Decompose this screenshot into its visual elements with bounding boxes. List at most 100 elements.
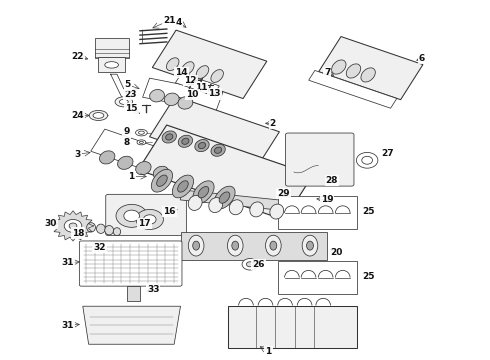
Ellipse shape [215,147,222,153]
Bar [98,57,125,72]
Bar [181,231,327,260]
Ellipse shape [198,186,209,198]
Ellipse shape [198,143,206,149]
Text: 19: 19 [321,195,333,204]
Ellipse shape [193,181,214,203]
Text: 3: 3 [75,150,81,159]
Ellipse shape [307,241,314,250]
Circle shape [136,210,163,229]
Ellipse shape [209,198,222,213]
Ellipse shape [219,192,230,203]
Ellipse shape [140,141,144,143]
Circle shape [64,220,82,232]
Bar [180,190,317,214]
Text: 21: 21 [163,16,175,25]
Circle shape [356,152,378,168]
Text: 14: 14 [175,68,188,77]
Ellipse shape [162,131,176,143]
Text: 28: 28 [326,176,338,185]
Ellipse shape [229,200,243,215]
Bar [318,37,423,100]
Text: 4: 4 [176,18,182,27]
Bar [91,129,187,179]
Text: 31: 31 [62,321,74,330]
Text: 1: 1 [128,172,135,181]
Text: 32: 32 [93,243,106,252]
Ellipse shape [232,241,239,250]
Text: 33: 33 [147,285,159,294]
Ellipse shape [195,140,209,152]
Ellipse shape [120,99,128,104]
FancyBboxPatch shape [106,194,186,235]
Ellipse shape [118,156,133,169]
Text: 30: 30 [45,219,57,228]
Ellipse shape [139,131,145,134]
Ellipse shape [178,135,193,147]
Ellipse shape [164,93,179,105]
Text: 27: 27 [381,149,394,158]
Ellipse shape [193,241,199,250]
Text: 15: 15 [125,104,138,113]
Ellipse shape [157,175,167,186]
Bar [143,78,223,112]
Ellipse shape [227,235,243,256]
Text: 25: 25 [362,271,374,280]
Text: 23: 23 [124,90,136,99]
Circle shape [362,156,372,164]
Polygon shape [83,306,180,344]
Ellipse shape [105,62,119,68]
Ellipse shape [97,224,105,233]
Text: 31: 31 [62,258,74,267]
Polygon shape [52,211,94,241]
Text: 13: 13 [208,89,221,98]
Text: 29: 29 [277,189,290,198]
Ellipse shape [153,166,169,179]
Circle shape [69,223,77,229]
Ellipse shape [332,60,346,74]
Ellipse shape [361,68,375,82]
Text: 6: 6 [419,54,425,63]
Ellipse shape [178,181,188,192]
Ellipse shape [182,138,189,144]
Ellipse shape [149,90,165,102]
Text: 1: 1 [265,347,271,356]
Ellipse shape [214,186,235,209]
Text: 2: 2 [270,119,276,128]
Ellipse shape [172,175,194,198]
Bar [228,306,357,348]
Bar [152,30,267,99]
Ellipse shape [196,66,209,78]
Text: 16: 16 [163,207,175,216]
Bar [149,96,279,172]
FancyBboxPatch shape [79,241,182,286]
Ellipse shape [105,226,114,235]
Ellipse shape [93,113,104,118]
Text: 26: 26 [252,260,265,269]
Bar [127,286,141,301]
Ellipse shape [166,134,173,140]
Circle shape [144,215,156,224]
FancyBboxPatch shape [286,133,354,186]
Ellipse shape [113,228,121,235]
Text: 17: 17 [139,219,151,228]
Bar [175,73,219,96]
Text: 11: 11 [195,83,207,92]
Bar [95,39,129,58]
Circle shape [242,258,258,270]
Circle shape [116,204,147,227]
Ellipse shape [136,162,151,175]
Ellipse shape [270,204,284,219]
Text: 8: 8 [123,138,130,147]
Ellipse shape [270,241,277,250]
Text: 18: 18 [72,229,84,238]
Ellipse shape [137,140,146,145]
Ellipse shape [302,235,318,256]
Text: 9: 9 [123,127,130,136]
Ellipse shape [211,69,223,82]
Ellipse shape [99,151,115,164]
Ellipse shape [167,58,179,71]
Ellipse shape [89,111,108,121]
Text: 5: 5 [124,81,131,90]
Bar [278,261,357,294]
Bar [138,125,313,220]
